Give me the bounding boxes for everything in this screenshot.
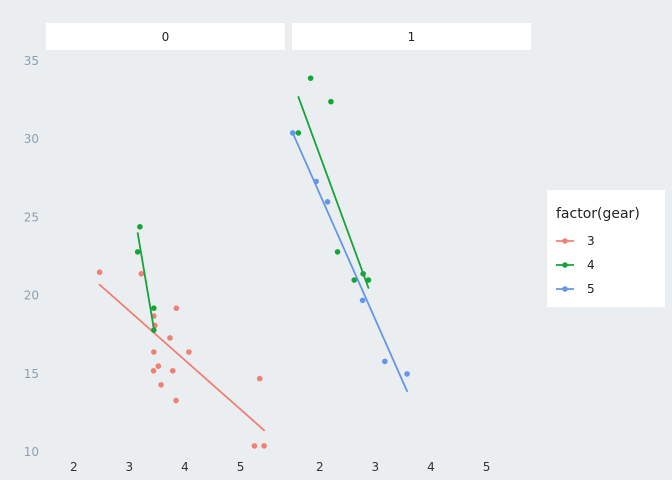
legend-key-point [562, 238, 568, 244]
data-point-gear-3 [167, 335, 173, 341]
x-tick-label: 4 [427, 460, 435, 474]
data-point-gear-3 [251, 443, 258, 449]
fit-line-gear-4 [136, 232, 155, 330]
y-tick-label: 30 [24, 132, 39, 146]
legend-label: 4 [587, 258, 595, 272]
data-point-gear-4 [351, 277, 358, 283]
data-point-gear-4 [328, 98, 334, 105]
data-point-gear-3 [256, 375, 263, 382]
y-tick-label: 20 [24, 289, 39, 303]
fit-line-gear-5 [291, 132, 408, 393]
data-point-gear-3 [158, 382, 164, 388]
legend-label: 5 [587, 282, 595, 296]
x-tick-label: 3 [372, 460, 380, 474]
data-point-gear-3 [138, 270, 145, 277]
data-point-gear-5 [404, 371, 410, 377]
data-point-gear-5 [289, 130, 296, 136]
y-tick-label: 35 [24, 54, 39, 68]
facet-strip-label: 1 [408, 30, 416, 44]
data-point-gear-3 [169, 368, 176, 374]
facet-strip-1: 1 [292, 23, 531, 50]
x-tick-label: 4 [181, 460, 189, 474]
x-axis-facet-0: 2 3 4 5 [70, 460, 244, 474]
x-tick-label: 3 [126, 460, 134, 474]
panel-facet-1 [289, 75, 410, 393]
x-tick-label: 2 [316, 460, 324, 474]
x-tick-label: 2 [70, 460, 78, 474]
data-point-gear-3 [155, 363, 162, 369]
y-tick-label: 15 [24, 367, 39, 381]
legend-key-point [562, 262, 568, 268]
facet-strip-label: 0 [162, 30, 170, 44]
y-axis: 10 15 20 25 30 35 [24, 54, 39, 459]
legend-label: 3 [587, 234, 595, 248]
y-tick-label: 10 [24, 445, 39, 459]
x-tick-label: 5 [483, 460, 491, 474]
data-point-gear-3 [173, 305, 180, 312]
data-point-gear-5 [313, 178, 319, 185]
legend-title: factor(gear) [556, 206, 640, 222]
facet-strip-0: 0 [46, 23, 285, 50]
data-point-gear-3 [150, 368, 157, 374]
data-point-gear-4 [151, 327, 157, 333]
data-point-gear-4 [334, 249, 341, 255]
data-point-gear-3 [186, 349, 192, 355]
data-point-gear-5 [324, 198, 331, 205]
data-point-gear-3 [151, 349, 157, 355]
data-point-gear-3 [261, 443, 267, 449]
data-point-gear-4 [307, 75, 314, 81]
legend-key-point [562, 286, 568, 292]
data-point-gear-4 [151, 305, 157, 312]
data-point-gear-4 [295, 130, 302, 136]
legend: factor(gear) 3 4 5 [547, 190, 665, 307]
fit-line-gear-4 [297, 96, 370, 289]
data-point-gear-3 [173, 397, 179, 404]
fit-line-gear-3 [98, 283, 266, 432]
panel-facet-0 [96, 224, 267, 449]
x-tick-label: 5 [237, 460, 245, 474]
data-point-gear-4 [137, 224, 143, 230]
data-point-gear-4 [134, 249, 141, 255]
data-point-gear-4 [360, 270, 366, 277]
data-point-gear-4 [365, 277, 372, 283]
data-point-gear-5 [359, 297, 366, 304]
data-point-gear-3 [96, 269, 103, 276]
data-point-gear-5 [382, 358, 388, 365]
y-tick-label: 25 [24, 210, 39, 224]
x-axis-facet-1: 2 3 4 5 [316, 460, 490, 474]
